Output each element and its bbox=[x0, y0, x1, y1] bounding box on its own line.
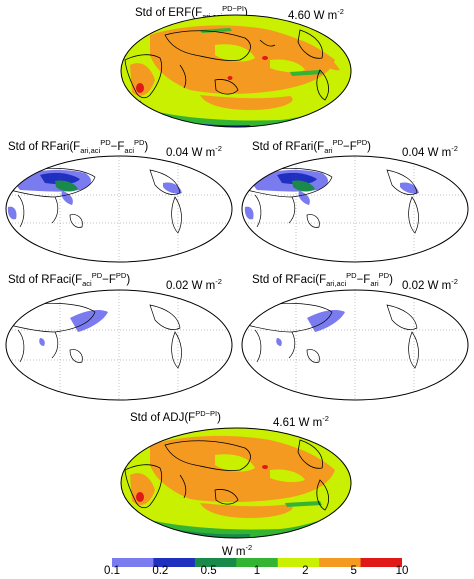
panel-value-rfari-right: 0.04 W m-2 bbox=[402, 144, 458, 159]
colorbar-tick-label: 5 bbox=[350, 565, 357, 577]
colorbar-tick-label: 0.1 bbox=[104, 565, 120, 577]
panel-erf: Std of ERF(Fari,aciPD−PI) 4.60 W m-2 bbox=[0, 0, 474, 130]
panel-value-rfari-left: 0.04 W m-2 bbox=[166, 144, 222, 159]
map-rfari-left bbox=[5, 155, 233, 263]
colorbar-segment bbox=[319, 558, 362, 567]
panel-value-rfaci-right: 0.02 W m-2 bbox=[402, 277, 458, 292]
colorbar-tick-label: 10 bbox=[395, 565, 409, 577]
panel-value-rfaci-left: 0.02 W m-2 bbox=[166, 277, 222, 292]
panel-value-adj: 4.61 W m-2 bbox=[273, 414, 329, 429]
map-erf bbox=[120, 14, 352, 128]
panel-adj: Std of ADJ(FPD−PI) 4.61 W m-2 bbox=[0, 405, 474, 540]
colorbar-segment bbox=[277, 558, 320, 567]
map-adj bbox=[120, 427, 352, 539]
panel-title-rfaci-right: Std of RFaci(Fari,aciPD−FariPD) bbox=[252, 271, 393, 289]
panel-title-adj: Std of ADJ(FPD−PI) bbox=[130, 409, 221, 424]
panel-title-rfari-right: Std of RFari(FariPD−FPD) bbox=[252, 138, 371, 156]
colorbar-tick-label: 2 bbox=[302, 565, 309, 577]
colorbar-segment bbox=[153, 558, 196, 567]
colorbar-segment bbox=[112, 558, 154, 567]
colorbar-segment bbox=[360, 558, 402, 567]
colorbar-tick-label: 1 bbox=[253, 565, 261, 577]
colorbar-unit: W m-2 bbox=[221, 543, 253, 558]
map-rfaci-right bbox=[241, 289, 469, 401]
panel-rfari-left: Std of RFari(Fari,aciPD−FaciPD) 0.04 W m… bbox=[0, 135, 237, 265]
panel-value-erf: 4.60 W m-2 bbox=[288, 7, 344, 22]
colorbar-segment bbox=[236, 558, 279, 567]
panel-rfari-right: Std of RFari(FariPD−FPD) 0.04 W m-2 bbox=[237, 135, 474, 265]
panel-rfaci-left: Std of RFaci(FaciPD−FPD) 0.02 W m-2 bbox=[0, 268, 237, 403]
colorbar-tick-label: 0.5 bbox=[200, 565, 217, 577]
colorbar bbox=[112, 558, 402, 567]
map-rfaci-left bbox=[5, 289, 233, 401]
map-rfari-right bbox=[241, 155, 469, 263]
panel-title-rfari-left: Std of RFari(Fari,aciPD−FaciPD) bbox=[8, 138, 149, 156]
panel-rfaci-right: Std of RFaci(Fari,aciPD−FariPD) 0.02 W m… bbox=[237, 268, 474, 403]
colorbar-tick-label: 0.2 bbox=[152, 565, 169, 577]
panel-title-rfaci-left: Std of RFaci(FaciPD−FPD) bbox=[8, 271, 131, 289]
colorbar-segment bbox=[194, 558, 237, 567]
